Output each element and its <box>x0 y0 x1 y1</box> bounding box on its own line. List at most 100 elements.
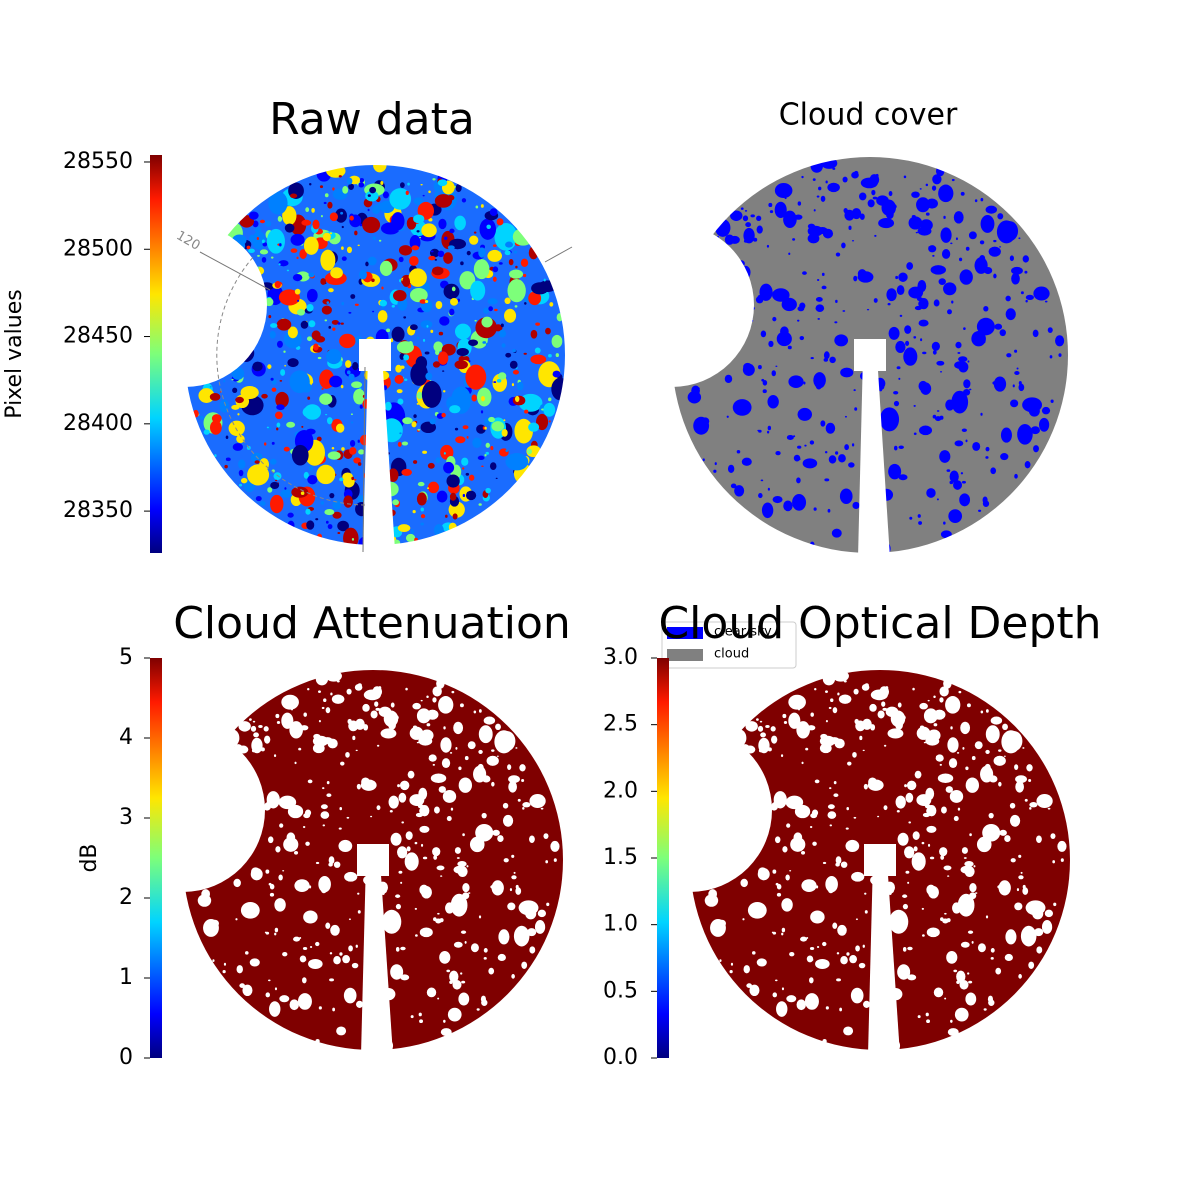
image-blob <box>1000 427 1012 443</box>
image-blob <box>935 755 939 758</box>
image-blob <box>214 354 217 357</box>
image-blob <box>704 894 719 907</box>
image-blob <box>753 237 758 242</box>
image-blob <box>976 317 995 336</box>
image-blob <box>196 802 214 814</box>
image-blob <box>846 806 850 811</box>
image-blob <box>276 427 279 431</box>
image-blob <box>844 415 847 418</box>
image-blob <box>375 345 378 348</box>
image-blob <box>695 307 699 310</box>
image-blob <box>352 361 359 371</box>
image-blob <box>744 745 756 754</box>
legend-label: cloud <box>714 647 749 662</box>
colorbar <box>150 658 162 1058</box>
image-blob <box>498 250 501 252</box>
image-blob <box>1014 902 1023 911</box>
image-blob <box>1033 928 1044 937</box>
image-blob <box>1036 946 1043 954</box>
image-blob <box>435 300 443 310</box>
image-blob <box>446 474 460 488</box>
image-blob <box>829 824 833 827</box>
image-blob <box>248 310 251 312</box>
image-blob <box>365 860 369 863</box>
image-blob <box>865 851 875 861</box>
image-blob <box>874 944 884 956</box>
image-blob <box>269 1001 281 1017</box>
image-blob <box>346 370 351 375</box>
image-blob <box>806 937 809 939</box>
image-blob <box>268 314 272 319</box>
image-blob <box>873 298 878 303</box>
image-blob <box>325 670 342 682</box>
image-blob <box>872 196 878 200</box>
image-blob <box>530 329 538 339</box>
image-blob <box>893 400 900 407</box>
image-blob <box>427 462 435 469</box>
image-blob <box>468 339 479 347</box>
image-blob <box>388 795 399 809</box>
image-blob <box>365 449 375 462</box>
image-blob <box>378 706 392 718</box>
image-blob <box>303 910 318 924</box>
image-blob <box>382 481 399 497</box>
image-blob <box>513 871 516 874</box>
image-blob <box>430 329 434 334</box>
colorbar-tick-label: 28450 <box>63 324 133 349</box>
image-blob <box>321 706 325 709</box>
image-blob <box>447 245 455 250</box>
image-blob <box>388 468 399 482</box>
image-blob <box>1014 349 1018 353</box>
image-blob <box>267 364 272 369</box>
image-blob <box>927 843 931 847</box>
image-blob <box>825 719 828 723</box>
image-blob <box>1003 755 1006 757</box>
image-blob <box>413 414 417 419</box>
image-blob <box>438 218 447 230</box>
image-blob <box>353 388 366 405</box>
image-blob <box>796 999 806 1011</box>
image-blob <box>807 223 816 229</box>
image-blob <box>383 385 388 391</box>
image-blob <box>273 754 277 758</box>
image-blob <box>454 427 459 431</box>
image-blob <box>950 1019 953 1023</box>
image-blob <box>348 183 355 190</box>
image-blob <box>517 798 521 802</box>
image-blob <box>346 246 353 254</box>
image-blob <box>788 252 791 256</box>
image-blob <box>829 356 836 364</box>
image-blob <box>770 726 776 732</box>
image-blob <box>391 212 405 231</box>
image-blob <box>338 839 353 852</box>
image-blob <box>508 258 514 266</box>
image-blob <box>462 833 465 837</box>
image-blob <box>408 268 427 287</box>
image-blob <box>425 372 433 381</box>
image-blob <box>234 296 241 301</box>
image-blob <box>1024 270 1028 274</box>
image-blob <box>210 919 219 928</box>
image-blob <box>319 185 324 189</box>
image-blob <box>771 370 776 377</box>
image-blob <box>348 373 355 381</box>
image-blob <box>969 883 977 893</box>
colorbar-tick-label: 2 <box>119 885 133 910</box>
image-blob <box>932 174 942 185</box>
image-blob <box>462 883 470 893</box>
image-blob <box>772 869 777 874</box>
image-blob <box>980 412 983 416</box>
image-blob <box>271 387 277 392</box>
image-blob <box>771 931 774 934</box>
image-blob <box>300 725 309 731</box>
image-blob <box>336 680 340 683</box>
image-blob <box>877 710 885 719</box>
image-blob <box>1011 266 1023 275</box>
image-blob <box>971 756 976 761</box>
image-blob <box>357 683 362 688</box>
image-blob <box>1022 397 1043 413</box>
image-blob <box>511 383 515 387</box>
image-blob <box>527 448 532 455</box>
image-blob <box>931 341 940 351</box>
image-blob <box>278 289 300 306</box>
